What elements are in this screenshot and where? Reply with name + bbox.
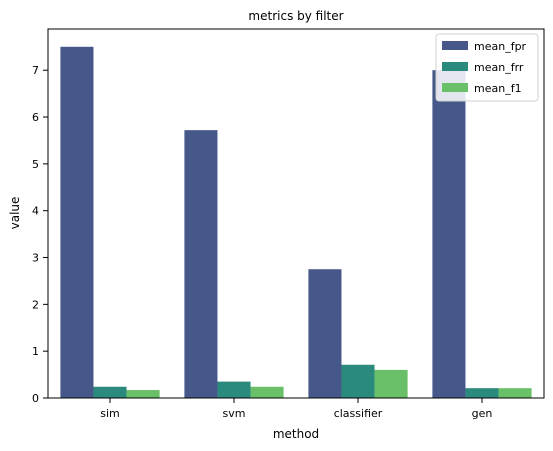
bar-mean_fpr-gen [432,70,466,399]
y-tick-label: 5 [32,158,39,171]
x-axis-label: method [273,427,319,441]
legend-label-mean_f1: mean_f1 [474,82,522,95]
legend-swatch-mean_frr [442,62,468,71]
y-tick-label: 0 [32,392,39,405]
bar-mean_fpr-svm [184,130,218,398]
bar-mean_fpr-classifier [308,269,342,398]
bar-mean_fpr-sim [60,46,94,398]
plot-area: 0 1 2 3 4 5 6 7 sim svm classifier gen [32,46,532,420]
y-tick-label: 1 [32,345,39,358]
legend-swatch-mean_fpr [442,41,468,50]
bar-mean_f1-sim [126,390,160,398]
x-tick-label: svm [223,407,246,420]
axes-frame [47,28,545,399]
y-tick-label: 2 [32,298,39,311]
y-tick-label: 3 [32,252,39,265]
legend-label-mean_fpr: mean_fpr [474,40,527,53]
y-axis-label: value [8,197,22,230]
bar-mean_frr-classifier [341,364,375,398]
y-tick-label: 6 [32,111,39,124]
x-tick-label: gen [472,407,493,420]
legend-label-mean_frr: mean_frr [474,61,524,74]
bar-mean_f1-classifier [374,369,408,398]
y-tick-label: 4 [32,205,39,218]
y-tick-label: 7 [32,64,39,77]
bar-mean_frr-sim [93,386,127,398]
chart-title: metrics by filter [248,9,343,23]
legend: mean_fpr mean_frr mean_f1 [435,33,539,102]
x-tick-label: sim [100,407,120,420]
bar-mean_f1-gen [498,388,532,398]
x-tick-label: classifier [334,407,383,420]
bar-mean_f1-svm [250,386,284,398]
bar-mean_frr-gen [465,388,499,398]
bar-mean_frr-svm [217,381,251,398]
legend-swatch-mean_f1 [442,83,468,92]
